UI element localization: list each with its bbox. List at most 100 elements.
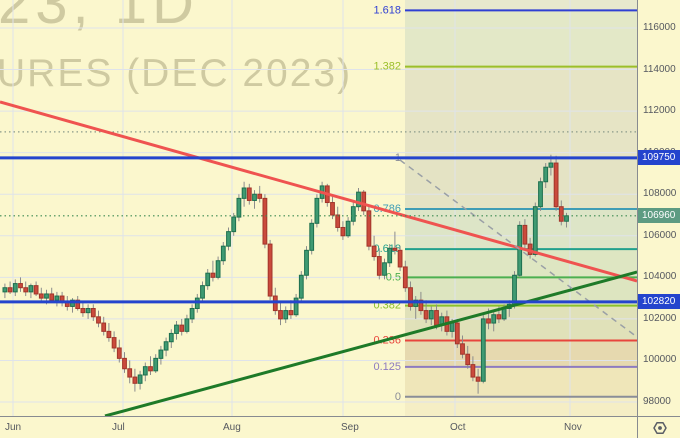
x-axis-tick-Jul: Jul (112, 422, 125, 433)
chart-pane[interactable]: 23, 1D URES (DEC 2023) 1.6181.38210.7860… (0, 0, 637, 416)
candle (246, 187, 252, 201)
candle (163, 341, 169, 351)
y-axis-tick-98000: 98000 (643, 396, 671, 407)
x-axis-tick-Jun: Jun (5, 422, 22, 433)
candle (501, 308, 507, 320)
candle (54, 295, 60, 301)
y-axis-tick-104000: 104000 (643, 271, 677, 283)
candle (392, 247, 398, 251)
fib-level-label: 0.5 (386, 271, 401, 283)
fib-level-label: 0.125 (373, 361, 401, 373)
candle (475, 376, 481, 382)
candle (522, 224, 528, 245)
fib-band[interactable] (405, 340, 637, 367)
candle (111, 337, 117, 349)
candle (90, 308, 96, 318)
candle (142, 366, 148, 376)
candle (376, 256, 382, 276)
candle (335, 214, 341, 228)
candle (345, 220, 351, 237)
descending-red-trendline[interactable] (0, 100, 637, 283)
fib-level-label: 1.618 (373, 4, 401, 16)
candle (366, 210, 372, 247)
candle (148, 366, 153, 372)
candle (168, 332, 174, 343)
y-axis-tick-112000: 112000 (643, 105, 676, 117)
fib-band[interactable] (405, 157, 637, 209)
candle (538, 181, 543, 208)
y-axis-tick-116000: 116000 (643, 22, 676, 33)
y-axis-tick-102000: 102000 (643, 312, 677, 324)
fib-dashed-trendline[interactable] (399, 159, 637, 338)
candle (304, 249, 309, 276)
fib-band[interactable] (405, 66, 637, 158)
y-axis-tick-100000: 100000 (643, 354, 677, 366)
fib-level-label: 0.618 (373, 243, 401, 255)
candle (512, 274, 517, 305)
fib-band[interactable] (405, 396, 637, 416)
fib-level-label: 0 (395, 391, 401, 403)
y-axis-tick-114000: 114000 (643, 63, 676, 75)
x-axis-tick-Sep: Sep (341, 422, 359, 433)
candle (262, 197, 268, 245)
y-axis-tick-106000: 106000 (643, 229, 677, 241)
candle (116, 347, 122, 359)
candle (106, 330, 112, 339)
candle (153, 357, 159, 372)
candle (361, 191, 367, 212)
candle (44, 293, 49, 299)
candle (189, 308, 195, 320)
candle (257, 193, 263, 199)
candle (460, 343, 465, 355)
candle (553, 162, 559, 208)
candle (298, 274, 304, 299)
candle (288, 310, 294, 316)
candle (465, 353, 471, 366)
candle (356, 191, 361, 208)
ascending-green-trendline[interactable] (104, 270, 637, 416)
candle (226, 231, 231, 247)
candle (283, 310, 289, 320)
axis-settings-corner[interactable] (637, 416, 680, 438)
candle (293, 297, 299, 316)
candle (200, 285, 205, 299)
candle (408, 287, 413, 307)
candle (428, 310, 434, 320)
gear-icon[interactable] (650, 420, 670, 436)
fib-band[interactable] (405, 366, 637, 397)
candle (75, 299, 81, 310)
candle (486, 318, 491, 324)
candle (454, 322, 460, 345)
candle (558, 206, 564, 222)
candle (85, 308, 91, 314)
candle (278, 310, 283, 320)
candle (382, 262, 387, 276)
candle (314, 197, 320, 224)
candle (241, 187, 247, 199)
candle (7, 287, 13, 293)
candle (220, 245, 226, 262)
candle (127, 368, 133, 378)
candle (174, 324, 179, 334)
candle (402, 266, 408, 289)
fib-level-label: 1.382 (373, 61, 401, 73)
candle (205, 272, 211, 287)
candle (548, 162, 554, 168)
price-axis[interactable]: 1160001140001120001100001080001060001040… (637, 0, 680, 416)
candle (132, 376, 138, 384)
candle (12, 283, 18, 293)
candle (80, 308, 86, 314)
candle (418, 299, 424, 312)
time-axis[interactable]: Jun Jul Aug Sep Oct Nov (0, 416, 637, 438)
fib-band[interactable] (405, 10, 637, 67)
candle (532, 206, 538, 255)
candle (387, 247, 393, 264)
candle (101, 322, 107, 332)
candle (2, 287, 8, 293)
price-label-102820: 102820 (638, 294, 680, 310)
candle (397, 249, 403, 268)
candle (28, 285, 34, 293)
candle (491, 314, 497, 324)
fib-band[interactable] (405, 0, 637, 11)
